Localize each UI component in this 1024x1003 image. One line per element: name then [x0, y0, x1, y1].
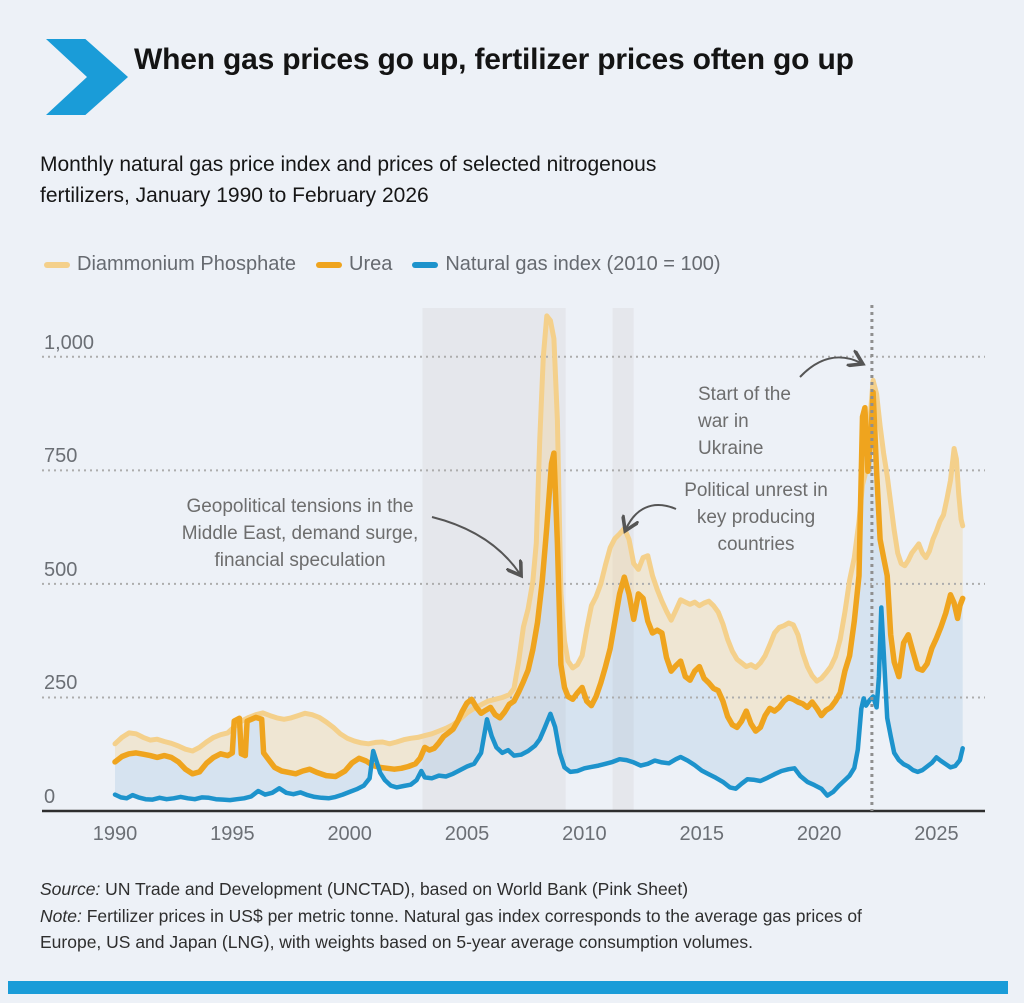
- chart-subtitle: Monthly natural gas price index and pric…: [40, 153, 657, 207]
- annotation-unrest: Political unrest in key producing countrie…: [684, 480, 828, 555]
- legend-item-dap: Diammonium Phosphate: [44, 253, 296, 276]
- footer-notes: Source: UN Trade and Development (UNCTAD…: [40, 876, 925, 956]
- annotation-war: Start of the war in Ukraine: [698, 384, 791, 459]
- x-tick-label-1990: 1990: [92, 823, 138, 845]
- x-tick-label-2010: 2010: [562, 823, 607, 845]
- x-tick-label-2005: 2005: [444, 823, 490, 845]
- y-tick-label-750: 750: [44, 445, 78, 468]
- highlight-band-1: [612, 308, 634, 811]
- fill-dap-urea: [115, 315, 963, 777]
- source-line: Source: UN Trade and Development (UNCTAD…: [40, 876, 925, 903]
- legend-item-urea: Urea: [316, 253, 392, 276]
- series-line-2: [112, 605, 965, 803]
- source-text: UN Trade and Development (UNCTAD), based…: [100, 879, 689, 899]
- legend-item-gas: Natural gas index (2010 = 100): [412, 253, 721, 276]
- chart-legend: Diammonium Phosphate Urea Natural gas in…: [44, 253, 721, 276]
- y-tick-label-250: 250: [44, 672, 78, 695]
- footer-accent-bar: [8, 981, 1008, 994]
- x-tick-label-1995: 1995: [210, 823, 255, 845]
- source-label: Source:: [40, 879, 101, 899]
- note-label: Note:: [40, 905, 82, 926]
- y-tick-label-0: 0: [44, 786, 56, 808]
- legend-label-dap: Diammonium Phosphate: [77, 253, 296, 275]
- y-tick-label-500: 500: [44, 558, 78, 581]
- fill-urea-gas: [115, 392, 963, 801]
- series-line-1: [112, 389, 966, 780]
- legend-label-urea: Urea: [349, 253, 393, 275]
- note-text: Fertilizer prices in US$ per metric tonn…: [40, 905, 862, 953]
- dap-line-swatch-icon: [44, 261, 70, 268]
- legend-label-gas: Natural gas index (2010 = 100): [445, 253, 721, 275]
- annotation-geo: Geopolitical tensions in the Middle East,…: [181, 496, 419, 571]
- annotation-arrow-geo: [431, 516, 520, 574]
- gas-line-swatch-icon: [412, 261, 439, 268]
- annotation-arrow-war: [799, 357, 861, 378]
- y-tick-label-1000: 1,000: [44, 331, 95, 354]
- note-line: Note: Fertilizer prices in US$ per metri…: [40, 903, 925, 956]
- x-tick-label-2015: 2015: [679, 823, 725, 845]
- annotation-arrow-unrest: [626, 504, 677, 529]
- urea-line-swatch-icon: [316, 261, 342, 268]
- x-tick-label-2025: 2025: [914, 823, 959, 845]
- x-tick-label-2020: 2020: [796, 823, 842, 845]
- page-title: When gas prices go up, fertilizer prices…: [134, 43, 854, 76]
- x-tick-label-2000: 2000: [327, 823, 372, 845]
